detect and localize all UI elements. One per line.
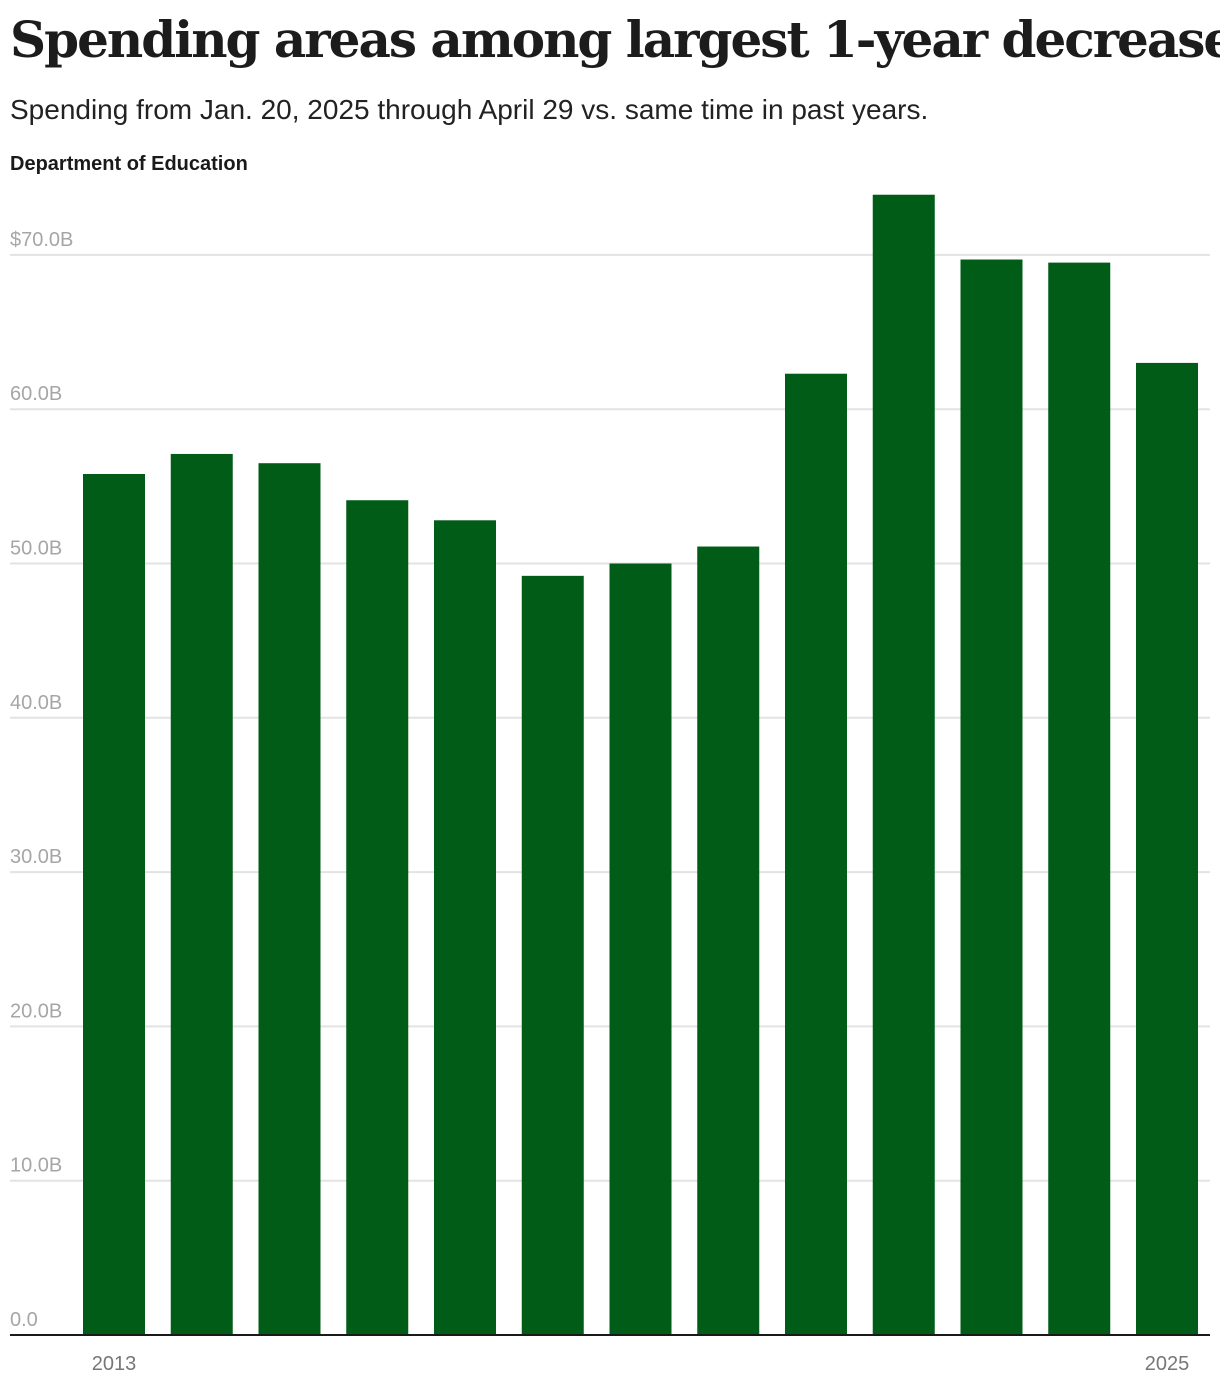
bar-2023 [960,259,1023,1335]
x-tick-label: 2013 [92,1353,137,1375]
y-tick-label: 0.0 [10,1309,38,1331]
y-tick-label: $70.0B [10,229,73,251]
bars [10,194,1210,1336]
chart-department-label: Department of Education [10,153,248,175]
y-tick-label: 20.0B [10,1000,62,1022]
y-tick-label: 10.0B [10,1155,62,1177]
bar-2020 [697,546,760,1335]
bar-2014 [170,453,233,1335]
y-tick-label: 50.0B [10,538,62,560]
bar-2016 [346,500,409,1335]
x-tick-label: 2025 [1145,1353,1190,1375]
x-axis-ticks: 2013 2025 [92,1353,1190,1375]
y-tick-label: 60.0B [10,383,62,405]
bar-2015 [258,463,321,1336]
bar-2022 [872,194,935,1335]
y-axis-ticks: 0.0 10.0B 20.0B 30.0B 40.0B 50.0B 60.0B $70.0B [10,229,73,1331]
bar-2019 [609,563,672,1335]
chart-subtitle: Spending from Jan. 20, 2025 through Apri… [10,94,929,125]
chart-title: Spending areas among largest 1-year decr… [10,10,1220,69]
y-tick-label: 40.0B [10,692,62,714]
bar-2018 [521,575,584,1335]
bar-2017 [434,520,496,1335]
bar-2021 [785,373,847,1335]
y-tick-label: 30.0B [10,846,62,868]
bar-2013 [83,474,145,1336]
bar-2025 [1136,362,1198,1335]
bar-2024 [1048,262,1111,1335]
